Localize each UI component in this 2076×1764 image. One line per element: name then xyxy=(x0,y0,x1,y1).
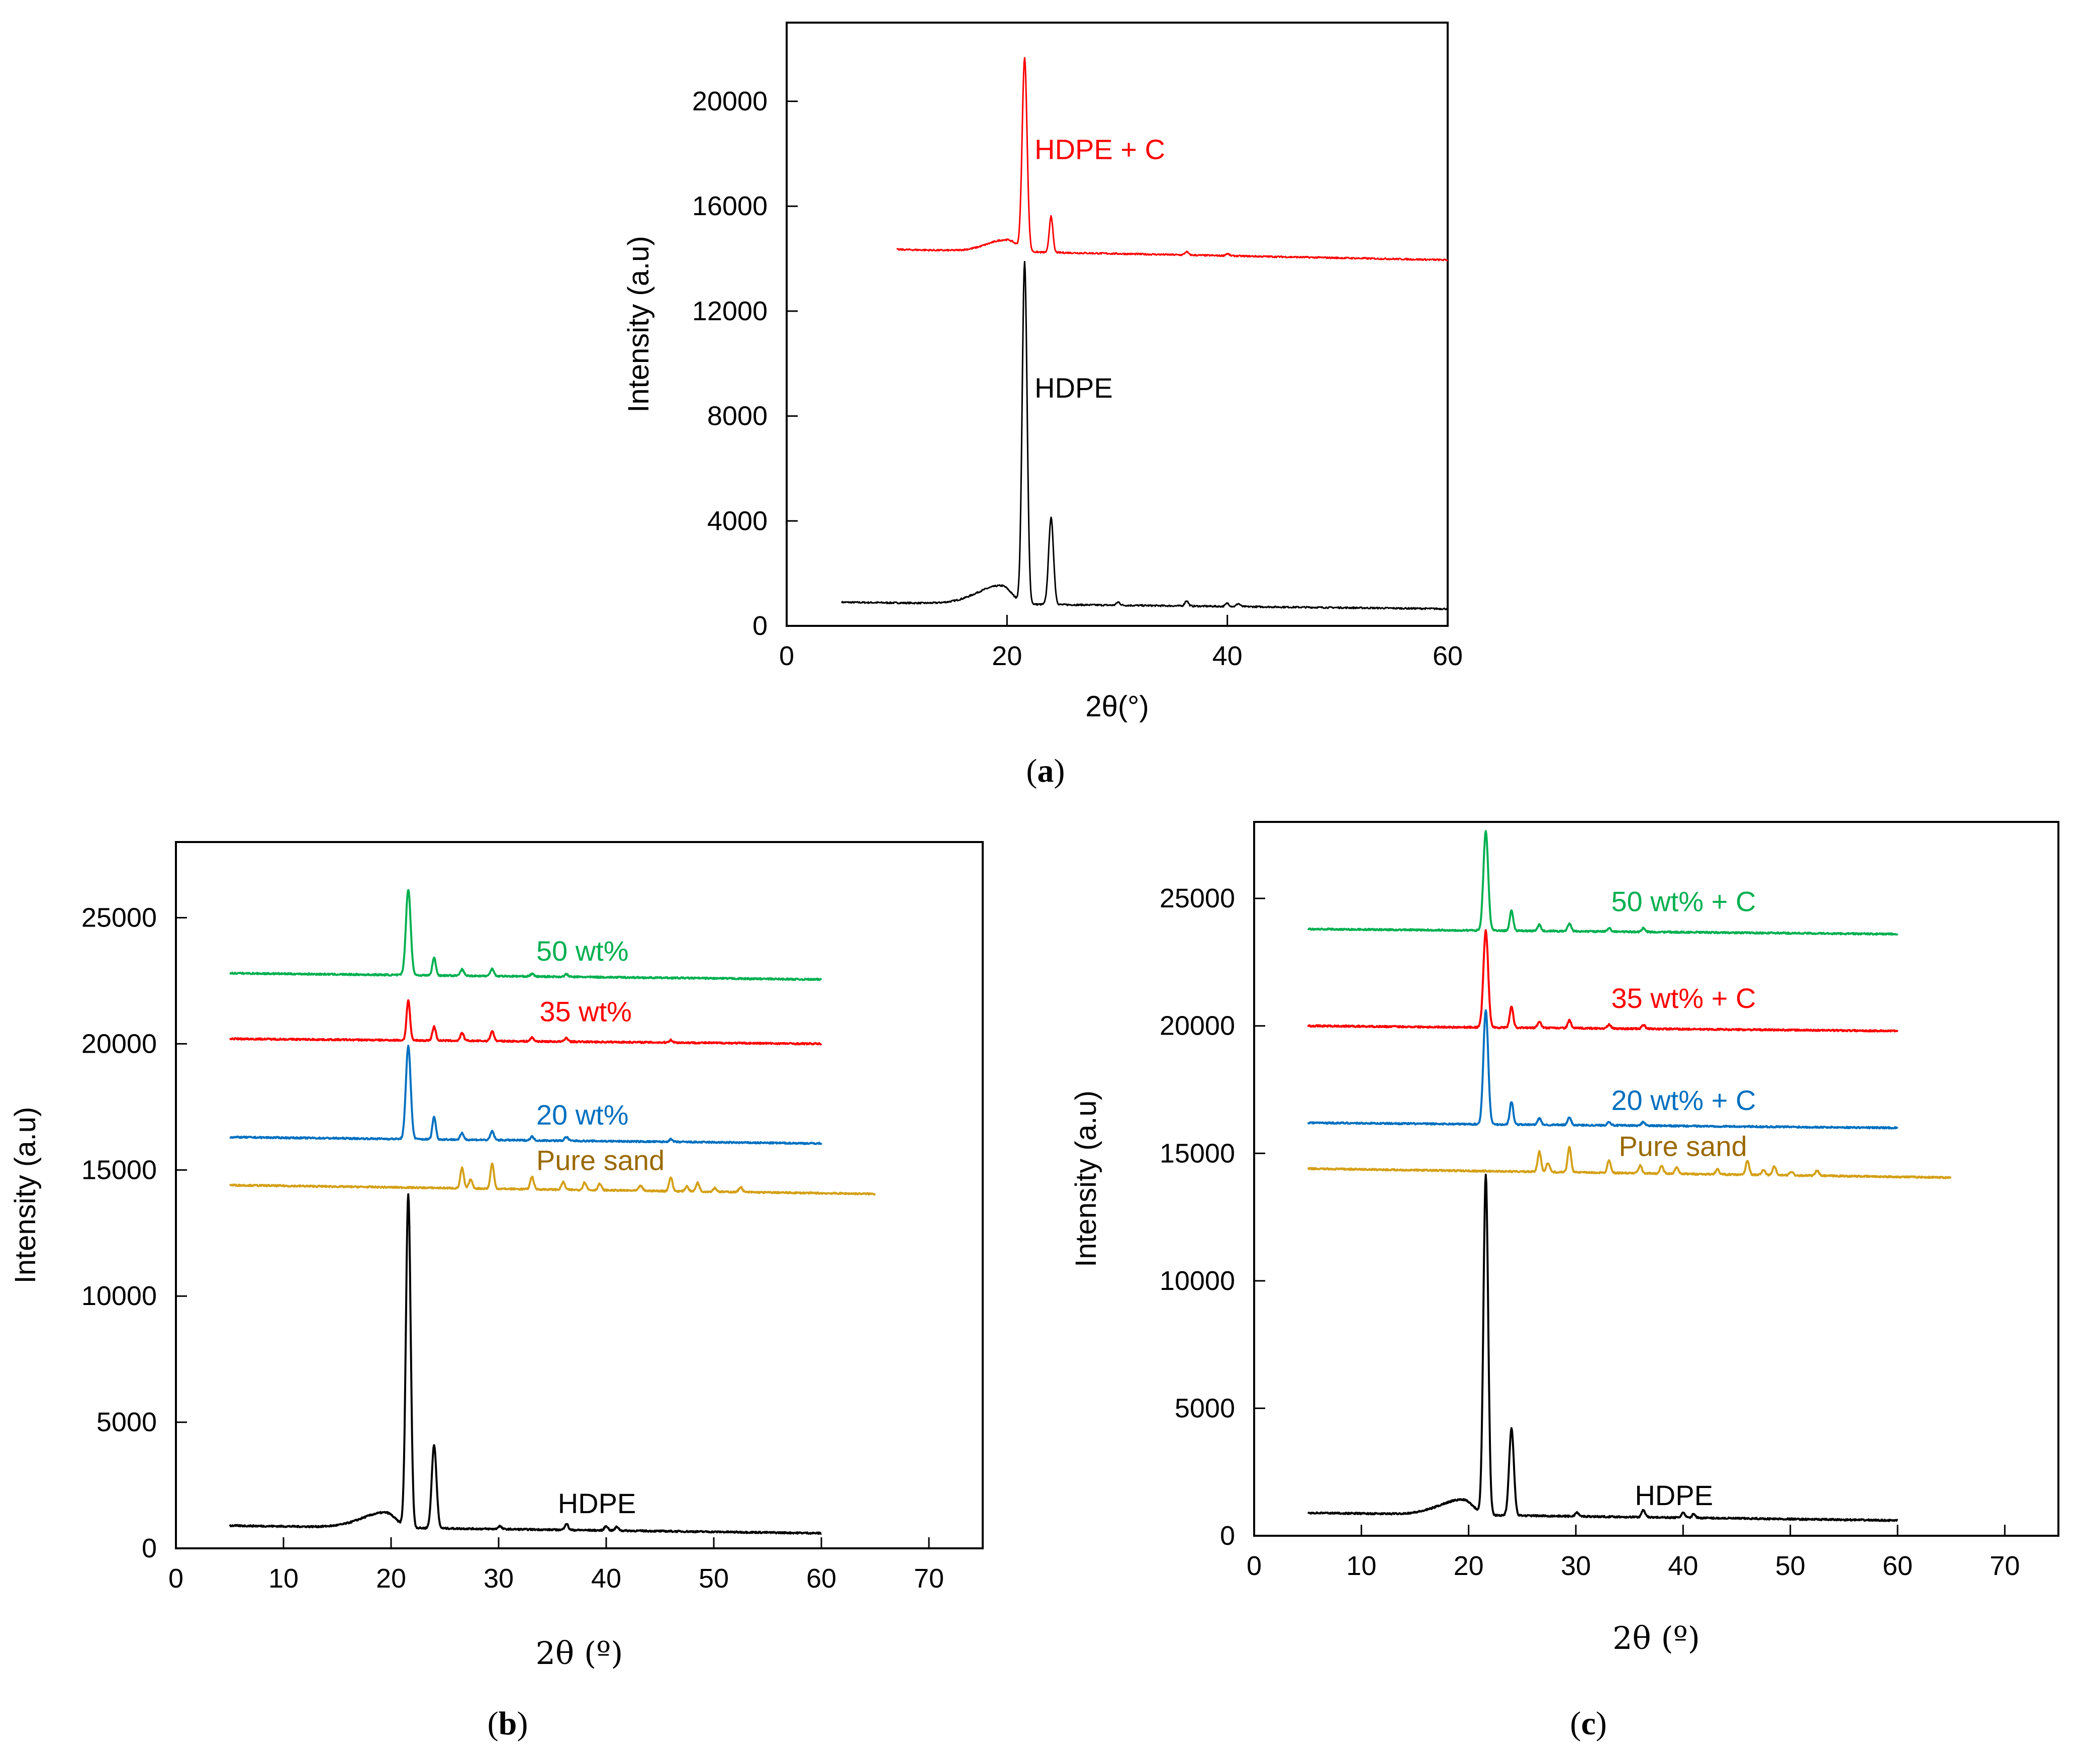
y-tick-label: 15000 xyxy=(1160,1138,1235,1168)
x-tick-label: 20 xyxy=(376,1563,406,1594)
series-label: 35 wt% + C xyxy=(1611,982,1756,1014)
caption-open: ( xyxy=(1026,753,1037,789)
y-tick-label: 12000 xyxy=(692,296,768,326)
series-label: HDPE xyxy=(1034,372,1113,404)
panel-b: 0 10 20 30 40 50 60 70 0 5000 10000 15000 20000 25000… xyxy=(9,841,984,1742)
y-tick-label: 25000 xyxy=(81,903,157,933)
series-line-35-wt- xyxy=(229,999,822,1046)
x-tick-label: 10 xyxy=(1346,1551,1376,1581)
caption-letter: c xyxy=(1581,1705,1595,1742)
x-tick-label: 0 xyxy=(1247,1551,1262,1581)
caption-open: ( xyxy=(488,1705,499,1742)
caption-close: ) xyxy=(1596,1705,1607,1742)
y-tick-label: 5000 xyxy=(1175,1393,1235,1423)
y-tick-label: 0 xyxy=(752,611,768,641)
series-line-20-wt-c xyxy=(1307,1009,1899,1130)
x-axis-label: 2θ(°) xyxy=(1085,690,1149,723)
caption-letter: b xyxy=(499,1705,517,1742)
series-line-50-wt-c xyxy=(1307,830,1899,936)
caption-close: ) xyxy=(1054,753,1065,789)
y-axis-label: Intensity (a.u) xyxy=(9,1107,42,1283)
y-tick-label: 4000 xyxy=(707,506,768,536)
caption-letter: a xyxy=(1037,753,1054,789)
series-label: 50 wt% xyxy=(536,935,629,967)
series-label: 20 wt% xyxy=(536,1099,629,1131)
y-tick-label: 10000 xyxy=(1160,1266,1235,1296)
y-tick-label: 8000 xyxy=(707,401,768,431)
x-axis-label: 2θ (º) xyxy=(535,1635,623,1672)
x-tick-label: 70 xyxy=(914,1563,944,1594)
panel-caption: (c) xyxy=(1570,1705,1607,1742)
y-tick-label: 15000 xyxy=(81,1155,157,1185)
series-line-hdpe xyxy=(841,261,1448,610)
y-axis-label: Intensity (a.u) xyxy=(622,236,655,412)
series-line-hdpe xyxy=(1307,1173,1899,1522)
series-label: HDPE xyxy=(1635,1479,1713,1511)
series-line-hdpe xyxy=(229,1193,822,1535)
y-tick-label: 20000 xyxy=(692,86,768,117)
series-label: HDPE xyxy=(558,1488,636,1519)
x-tick-label: 70 xyxy=(1990,1551,2020,1581)
plot-frame xyxy=(1253,821,2059,1537)
y-tick-label: 25000 xyxy=(1160,883,1235,913)
x-tick-label: 50 xyxy=(699,1563,729,1594)
panel-a: 0 20 40 60 0 4000 8000 12000 16000 20000 Intensity… xyxy=(622,22,1463,789)
plot-frame xyxy=(786,22,1449,627)
y-tick-label: 5000 xyxy=(97,1407,157,1437)
x-tick-label: 60 xyxy=(1882,1551,1913,1581)
series-label: Pure sand xyxy=(1619,1130,1747,1162)
series-label: HDPE + C xyxy=(1034,133,1165,165)
caption-close: ) xyxy=(517,1705,528,1742)
series-line-hdpe-c xyxy=(896,57,1449,261)
x-tick-label: 30 xyxy=(1561,1551,1591,1581)
x-tick-label: 10 xyxy=(268,1563,299,1594)
series-label: 50 wt% + C xyxy=(1611,886,1756,917)
y-tick-label: 20000 xyxy=(1160,1011,1235,1041)
y-axis-label: Intensity (a.u) xyxy=(1070,1090,1102,1267)
series-line-20-wt- xyxy=(229,1045,822,1145)
x-tick-label: 60 xyxy=(806,1563,836,1594)
series-label: 20 wt% + C xyxy=(1611,1084,1756,1116)
x-tick-label: 0 xyxy=(779,641,794,671)
y-tick-label: 0 xyxy=(1220,1521,1235,1551)
x-tick-label: 40 xyxy=(591,1563,621,1594)
y-tick-label: 0 xyxy=(142,1533,157,1563)
caption-open: ( xyxy=(1570,1705,1581,1742)
series-line-pure-sand xyxy=(229,1162,876,1196)
x-tick-label: 40 xyxy=(1212,641,1243,671)
y-tick-label: 10000 xyxy=(81,1281,157,1311)
x-axis-label: 2θ (º) xyxy=(1613,1620,1700,1656)
y-tick-label: 20000 xyxy=(81,1029,157,1059)
x-tick-label: 60 xyxy=(1433,641,1463,671)
x-tick-label: 20 xyxy=(992,641,1022,671)
series-line-50-wt- xyxy=(229,889,822,981)
x-tick-label: 30 xyxy=(484,1563,514,1594)
x-tick-label: 40 xyxy=(1668,1551,1698,1581)
series-label: 35 wt% xyxy=(539,995,632,1027)
x-tick-label: 0 xyxy=(168,1563,183,1594)
x-tick-label: 20 xyxy=(1454,1551,1484,1581)
panel-caption: (a) xyxy=(1026,753,1065,789)
y-tick-label: 16000 xyxy=(692,191,768,221)
panel-c: 0 10 20 30 40 50 60 70 0 5000 10000 15000 20000 25000… xyxy=(1070,821,2059,1742)
series-label: Pure sand xyxy=(536,1144,665,1176)
series-line-35-wt-c xyxy=(1307,929,1899,1033)
x-tick-label: 50 xyxy=(1775,1551,1806,1581)
plot-frame xyxy=(175,841,984,1549)
panel-caption: (b) xyxy=(488,1705,528,1742)
series-line-pure-sand xyxy=(1307,1146,1952,1179)
